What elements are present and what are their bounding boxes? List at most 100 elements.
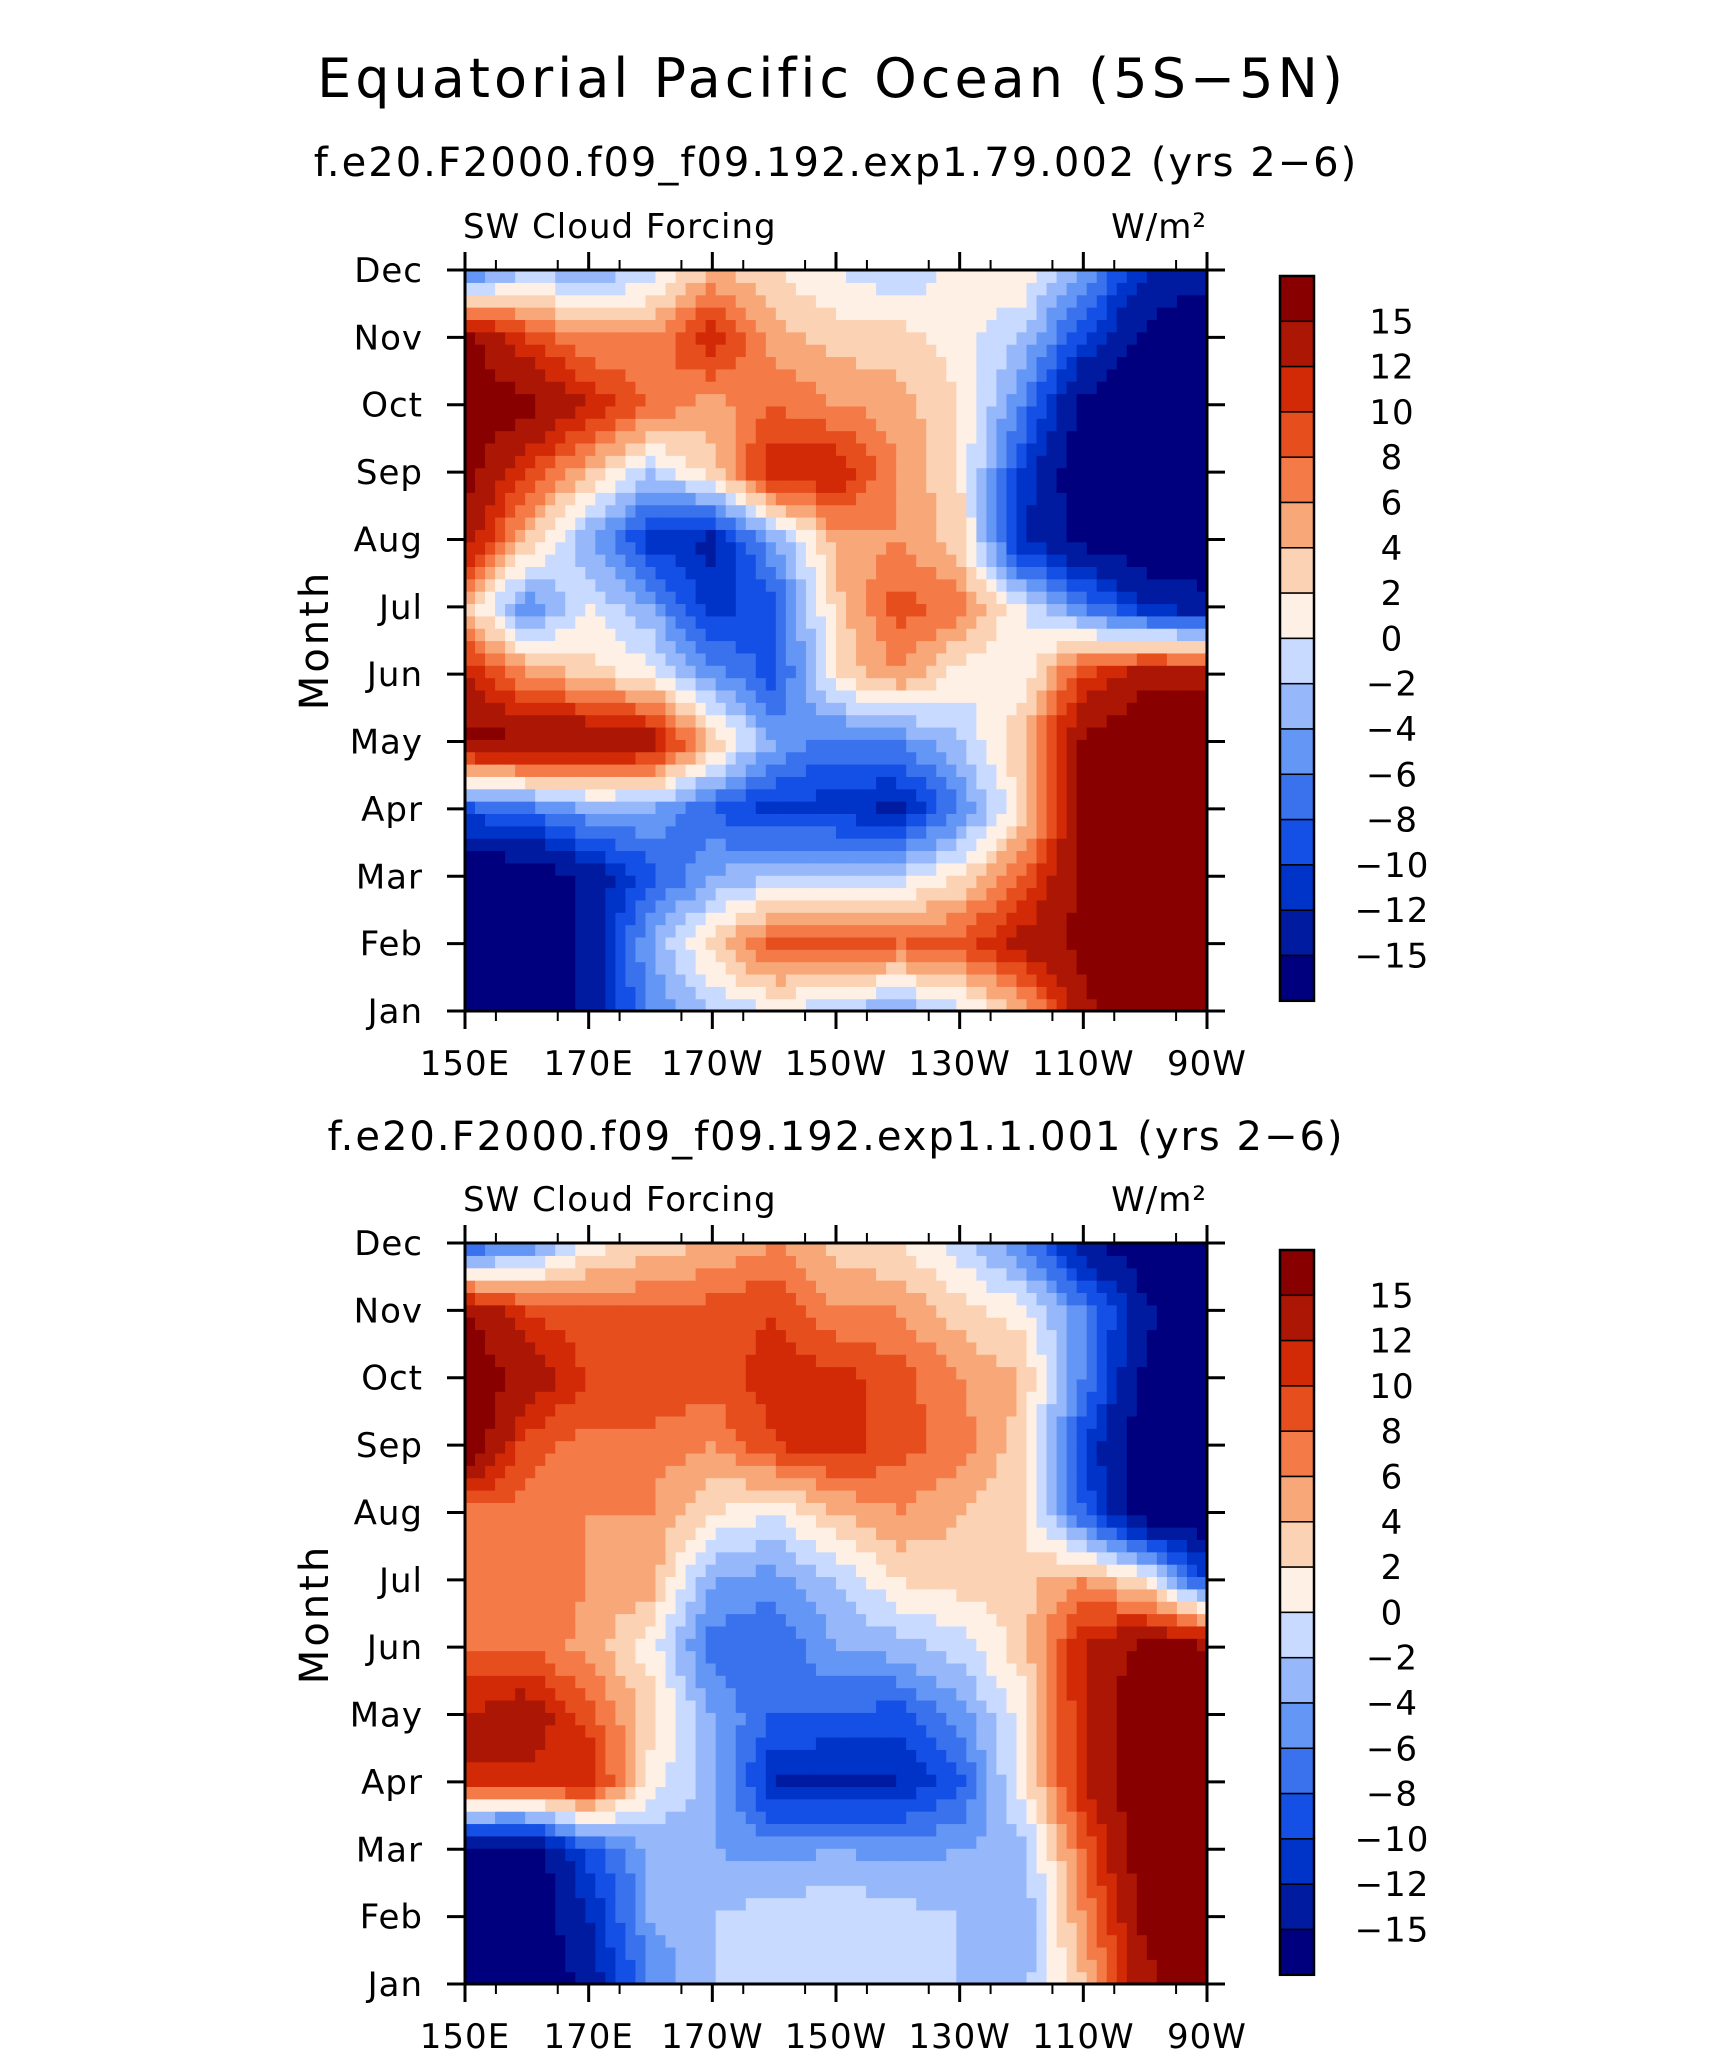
heatmap-cell [916, 467, 927, 481]
heatmap-cell [1056, 936, 1068, 950]
heatmap-cell [1166, 517, 1178, 530]
heatmap-cell [836, 344, 847, 358]
heatmap-cell [635, 615, 647, 629]
heatmap-cell [856, 294, 867, 308]
heatmap-cell [1146, 418, 1158, 432]
heatmap-cell [1166, 714, 1178, 728]
heatmap-cell [996, 566, 1008, 580]
heatmap-cell [735, 492, 747, 506]
heatmap-cell [1166, 677, 1178, 691]
heatmap-cell [956, 702, 967, 716]
heatmap-cell [1116, 405, 1128, 419]
heatmap-cell [1196, 492, 1208, 506]
heatmap-cell [635, 541, 647, 555]
heatmap-cell [936, 393, 947, 407]
heatmap-cell [1116, 418, 1128, 432]
heatmap-cell [685, 319, 697, 333]
heatmap-cell [866, 726, 877, 740]
heatmap-cell [1176, 492, 1188, 506]
heatmap-cell [896, 862, 907, 876]
heatmap-cell [825, 813, 837, 827]
heatmap-cell [565, 1922, 576, 1936]
heatmap-cell [645, 529, 657, 543]
heatmap-cell [565, 479, 576, 493]
heatmap-cell [996, 924, 1008, 938]
heatmap-cell [765, 1922, 777, 1936]
heatmap-cell [485, 492, 496, 506]
heatmap-cell [545, 628, 556, 642]
heatmap-cell [1146, 640, 1158, 654]
heatmap-cell [785, 368, 797, 382]
heatmap-cell [625, 825, 637, 839]
heatmap-cell [685, 1934, 697, 1948]
heatmap-cell [515, 764, 526, 777]
heatmap-cell [1076, 270, 1088, 283]
x-tick-label: 170E [543, 1044, 633, 1084]
heatmap-cell [936, 949, 947, 963]
heatmap-cell [715, 801, 727, 814]
heatmap-cell [585, 1922, 596, 1936]
heatmap-cell [856, 924, 867, 938]
heatmap-cell [745, 677, 757, 691]
heatmap-cell [936, 578, 947, 592]
heatmap-cell [1136, 838, 1148, 852]
heatmap-cell [635, 405, 647, 419]
heatmap-cell [836, 1909, 847, 1923]
heatmap-cell [1106, 344, 1118, 358]
heatmap-cell [735, 393, 747, 407]
heatmap-cell [575, 504, 586, 518]
heatmap-cell [1166, 393, 1178, 407]
heatmap-cell [976, 467, 988, 481]
heatmap-cell [515, 961, 526, 975]
heatmap-cell [585, 368, 596, 382]
heatmap-cell [1186, 591, 1198, 605]
heatmap-cell [685, 368, 697, 382]
heatmap-cell [485, 961, 496, 975]
heatmap-cell [1046, 541, 1058, 555]
heatmap-cell [906, 776, 917, 790]
heatmap-cell [515, 405, 526, 419]
heatmap-cell [1046, 628, 1058, 642]
heatmap-cell [966, 344, 977, 358]
heatmap-cell [505, 764, 516, 777]
heatmap-cell [575, 776, 586, 790]
heatmap-cell [735, 739, 747, 753]
colorbar-swatch [1279, 320, 1315, 368]
heatmap-cell [525, 788, 536, 802]
heatmap-cell [685, 776, 697, 790]
heatmap-cell [475, 455, 486, 469]
heatmap-cell [615, 628, 627, 642]
heatmap-cell [575, 442, 586, 456]
heatmap-cell [1146, 936, 1158, 950]
heatmap-cell [1036, 813, 1048, 827]
heatmap-cell [495, 393, 506, 407]
heatmap-cell [625, 331, 637, 345]
heatmap-cell [775, 479, 787, 493]
heatmap-cell [715, 689, 727, 703]
heatmap-cell [1126, 554, 1138, 567]
heatmap-cell [866, 294, 877, 308]
heatmap-cell [545, 455, 556, 469]
heatmap-cell [866, 418, 877, 432]
heatmap-cell [505, 739, 516, 753]
heatmap-cell [805, 862, 817, 876]
heatmap-cell [625, 998, 637, 1012]
heatmap-cell [866, 381, 877, 395]
heatmap-cell [906, 801, 917, 814]
heatmap-cell [1076, 726, 1088, 740]
heatmap-cell [1116, 393, 1128, 407]
heatmap-cell [1136, 875, 1148, 889]
heatmap-cell [846, 282, 857, 296]
heatmap-cell [916, 689, 927, 703]
heatmap-cell [1026, 1909, 1038, 1923]
heatmap-cell [815, 1909, 827, 1923]
heatmap-cell [956, 615, 967, 629]
heatmap-cell [1166, 702, 1178, 716]
heatmap-cell [1176, 776, 1188, 790]
heatmap-cell [815, 899, 827, 913]
heatmap-cell [976, 973, 988, 987]
heatmap-cell [725, 936, 737, 950]
heatmap-cell [1116, 899, 1128, 913]
heatmap-cell [775, 356, 787, 370]
heatmap-cell [635, 479, 647, 493]
